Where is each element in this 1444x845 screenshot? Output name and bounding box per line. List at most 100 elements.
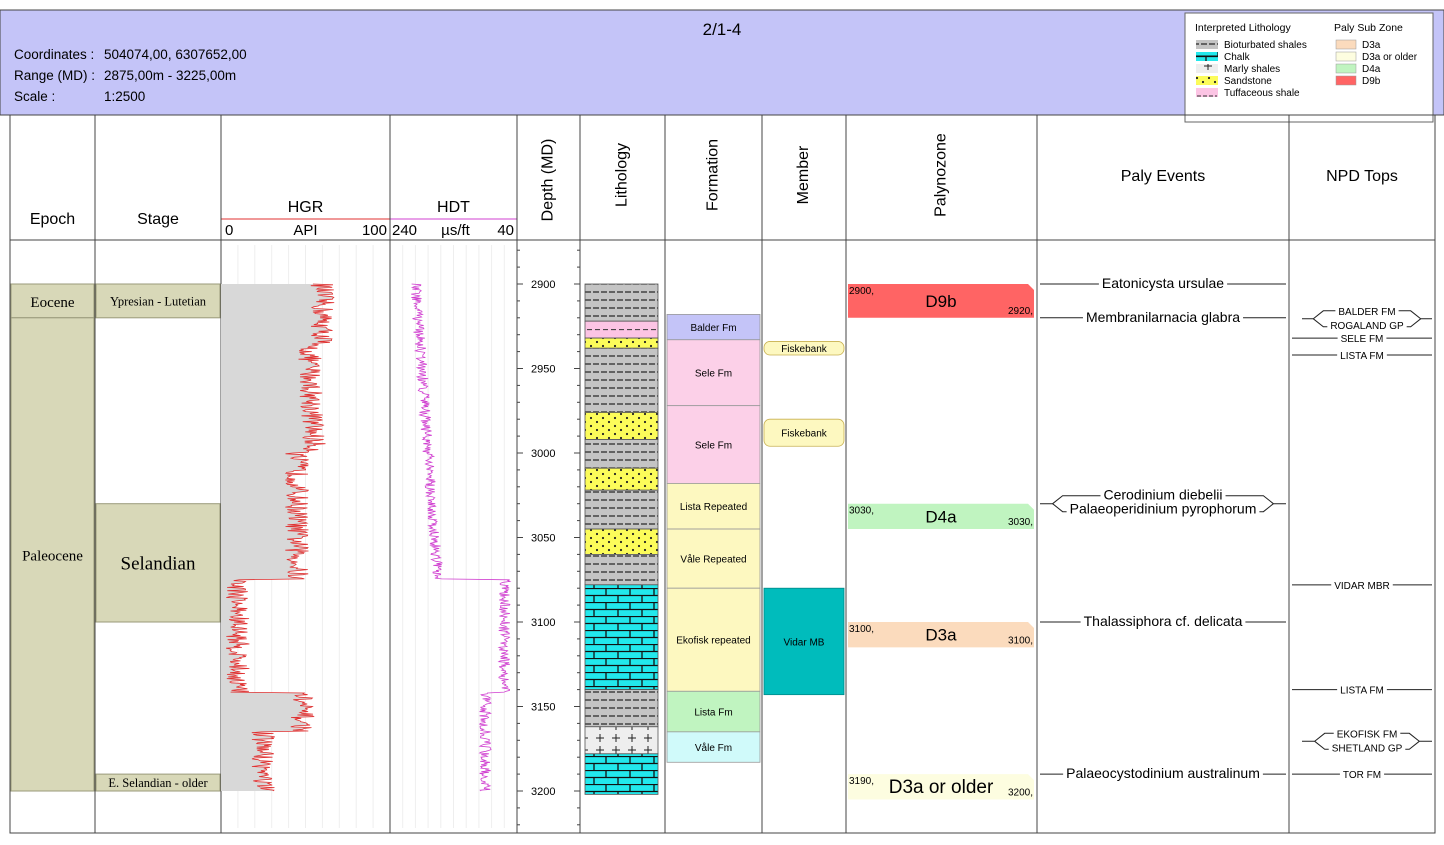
depth-tick-label: 3100 (531, 617, 555, 629)
npd-top-label: LISTA FM (1340, 351, 1384, 362)
legend-zone-swatch (1335, 75, 1357, 86)
depth-tick-label: 3050 (531, 533, 555, 545)
npd-top-leader (1406, 318, 1421, 328)
paly-event-label: Cerodinium diebelii (1103, 487, 1222, 503)
npd-top-label: SHETLAND GP (1332, 743, 1403, 754)
legend-swatch-tuff (1196, 88, 1218, 97)
formation-label: Ekofisk repeated (676, 636, 751, 647)
column-headers: Epoch Stage HGR 0 API 100 HDT 240 µs/ft 40 Depth (… (30, 133, 1398, 239)
hgr-unit: API (293, 222, 317, 239)
npd-top-leader (1313, 318, 1328, 328)
header-epoch: Epoch (30, 211, 75, 228)
legend-lith-label: Sandstone (1224, 76, 1272, 87)
palynozone-box (848, 622, 1034, 648)
member-box (763, 341, 845, 356)
lithology-sand (584, 412, 659, 440)
palynozone-top-depth: 3030, (849, 506, 874, 517)
coords-label: Coordinates : (14, 47, 94, 62)
member-box (763, 587, 845, 696)
legend-zone-swatch (1335, 39, 1357, 50)
legend-lith-label: Marly shales (1224, 64, 1280, 75)
epoch-label: Eocene (30, 295, 74, 311)
npd-top-label: BALDER FM (1338, 307, 1395, 318)
depth-tick-label: 3150 (531, 702, 555, 714)
legend-zone-swatch (1335, 63, 1357, 74)
formation-label: Balder Fm (690, 323, 736, 334)
formation-box (666, 587, 761, 692)
header-npd-tops: NPD Tops (1326, 168, 1398, 185)
paly-event-label: Palaeoperidinium pyrophorum (1070, 501, 1257, 517)
stage-label: Selandian (121, 554, 196, 575)
depth-tick-label: 3000 (531, 448, 555, 460)
formation-box (666, 690, 761, 733)
hdt-curve (410, 283, 512, 792)
lithology-sand (584, 467, 659, 491)
member-label: Vidar MB (784, 637, 825, 648)
epoch-label: Paleocene (22, 548, 83, 564)
legend-box (1184, 12, 1434, 123)
scale-label: Scale : (14, 89, 55, 104)
formation-label: Våle Repeated (680, 554, 746, 566)
legend-swatch-marly (1196, 64, 1218, 73)
formation-label: Sele Fm (695, 441, 732, 452)
palynozone-base-depth: 3030, (1008, 517, 1033, 528)
scale-value: 1:2500 (104, 89, 145, 104)
formation-label: Lista Repeated (680, 502, 747, 513)
legend-zone-title: Paly Sub Zone (1334, 22, 1403, 34)
header-lithology: Lithology (614, 143, 631, 207)
legend-zone-label: D4a (1362, 64, 1381, 75)
header-depth: Depth (MD) (540, 139, 557, 222)
legend-zone-label: D3a or older (1362, 52, 1418, 63)
paly-event-leader (1040, 495, 1101, 505)
palynozone-label: D4a (925, 507, 957, 526)
depth-tick-label: 2950 (531, 364, 555, 376)
formation-label: Våle Fm (695, 742, 732, 754)
legend-zone-label: D9b (1362, 76, 1381, 87)
hgr-curve (226, 283, 335, 792)
npd-top-label: SELE FM (1341, 334, 1384, 345)
lithology-marly (584, 726, 659, 755)
palynozone-top-depth: 3100, (849, 624, 874, 635)
npd-top-leader (1302, 732, 1334, 742)
header-formation: Formation (705, 139, 722, 211)
lithology-chalk (584, 584, 659, 691)
paly-event-label: Thalassiphora cf. delicata (1084, 613, 1243, 629)
palynozone-box (848, 284, 1034, 318)
lithology-shale (584, 489, 659, 530)
npd-top-label: ROGALAND GP (1330, 321, 1404, 332)
palynozone-base-depth: 3100, (1008, 635, 1033, 646)
formation-label: Lista Fm (694, 708, 732, 719)
legend-lith-title: Interpreted Lithology (1195, 22, 1291, 34)
lithology-shale (584, 283, 659, 322)
npd-top-leader (1405, 740, 1420, 750)
frame (9, 114, 1436, 834)
legend-lith-label: Chalk (1224, 52, 1251, 63)
legend: Interpreted Lithology Paly Sub Zone Biot… (1184, 12, 1434, 123)
paly-event-label: Palaeocystodinium australinum (1066, 765, 1260, 781)
npd-top-label: VIDAR MBR (1334, 581, 1390, 592)
legend-lith-label: Tuffaceous shale (1224, 88, 1300, 99)
range-value: 2875,00m - 3225,00m (104, 68, 236, 83)
paly-event-leader (1052, 503, 1067, 513)
header-paly-events: Paly Events (1121, 168, 1205, 185)
palynozone-label: D3a (925, 626, 957, 645)
stage-label: Ypresian - Lutetian (110, 294, 207, 308)
palynozone-base-depth: 3200, (1008, 787, 1033, 798)
log-body: 2900 2950 3000 3050 3100 3150 3200 Eocene Paleoc… (9, 114, 1436, 834)
npd-top-leader (1398, 310, 1432, 320)
well-title: 2/1-4 (703, 20, 742, 39)
legend-lith-label: Bioturbated shales (1224, 40, 1307, 51)
hgr-max: 100 (362, 222, 387, 239)
lithology-chalk (584, 753, 659, 795)
formation-box (666, 314, 761, 341)
stage-label: E. Selandian - older (108, 776, 208, 790)
palynozone-top-depth: 3190, (849, 776, 874, 787)
member-label: Fiskebank (781, 429, 828, 440)
formation-box (666, 405, 761, 484)
stage-box (95, 773, 221, 792)
coords-value: 504074,00, 6307652,00 (104, 47, 247, 62)
paly-event-leader (1259, 503, 1274, 513)
epoch-box (10, 283, 95, 319)
stage-box (95, 503, 221, 623)
